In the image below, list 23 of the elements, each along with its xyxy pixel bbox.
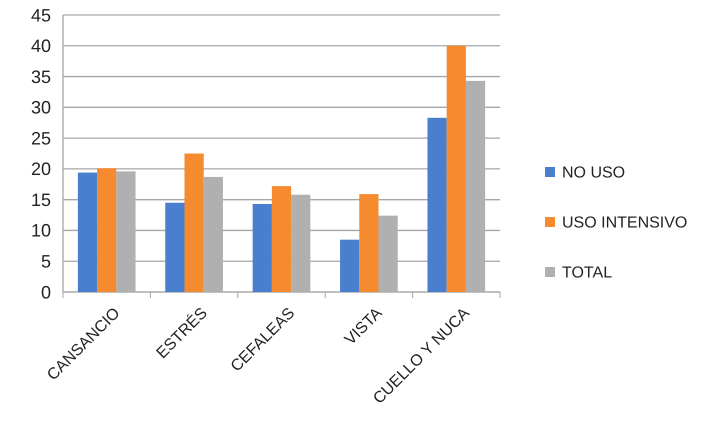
legend-label: NO USO <box>562 164 626 182</box>
legend-label: TOTAL <box>562 264 612 282</box>
bar <box>340 240 360 292</box>
bar <box>359 194 379 292</box>
bar <box>184 154 204 292</box>
bar <box>165 202 184 292</box>
y-tick-label: 45 <box>30 5 51 26</box>
y-tick-label: 40 <box>30 36 51 56</box>
y-tick-label: 35 <box>30 66 51 87</box>
legend-label: USO INTENSIVO <box>562 214 688 232</box>
y-tick-label: 25 <box>30 128 51 148</box>
bar <box>272 186 292 292</box>
y-tick-label: 30 <box>30 98 51 118</box>
bar <box>446 46 466 292</box>
y-tick-label: 15 <box>30 190 51 210</box>
y-tick-label: 20 <box>30 159 51 180</box>
y-tick-label: 0 <box>40 282 51 302</box>
bar <box>252 204 272 292</box>
y-tick-label: 10 <box>30 220 51 241</box>
bar <box>427 118 447 292</box>
y-tick-label: 5 <box>40 252 51 272</box>
bar <box>78 172 98 292</box>
bar <box>97 168 116 292</box>
